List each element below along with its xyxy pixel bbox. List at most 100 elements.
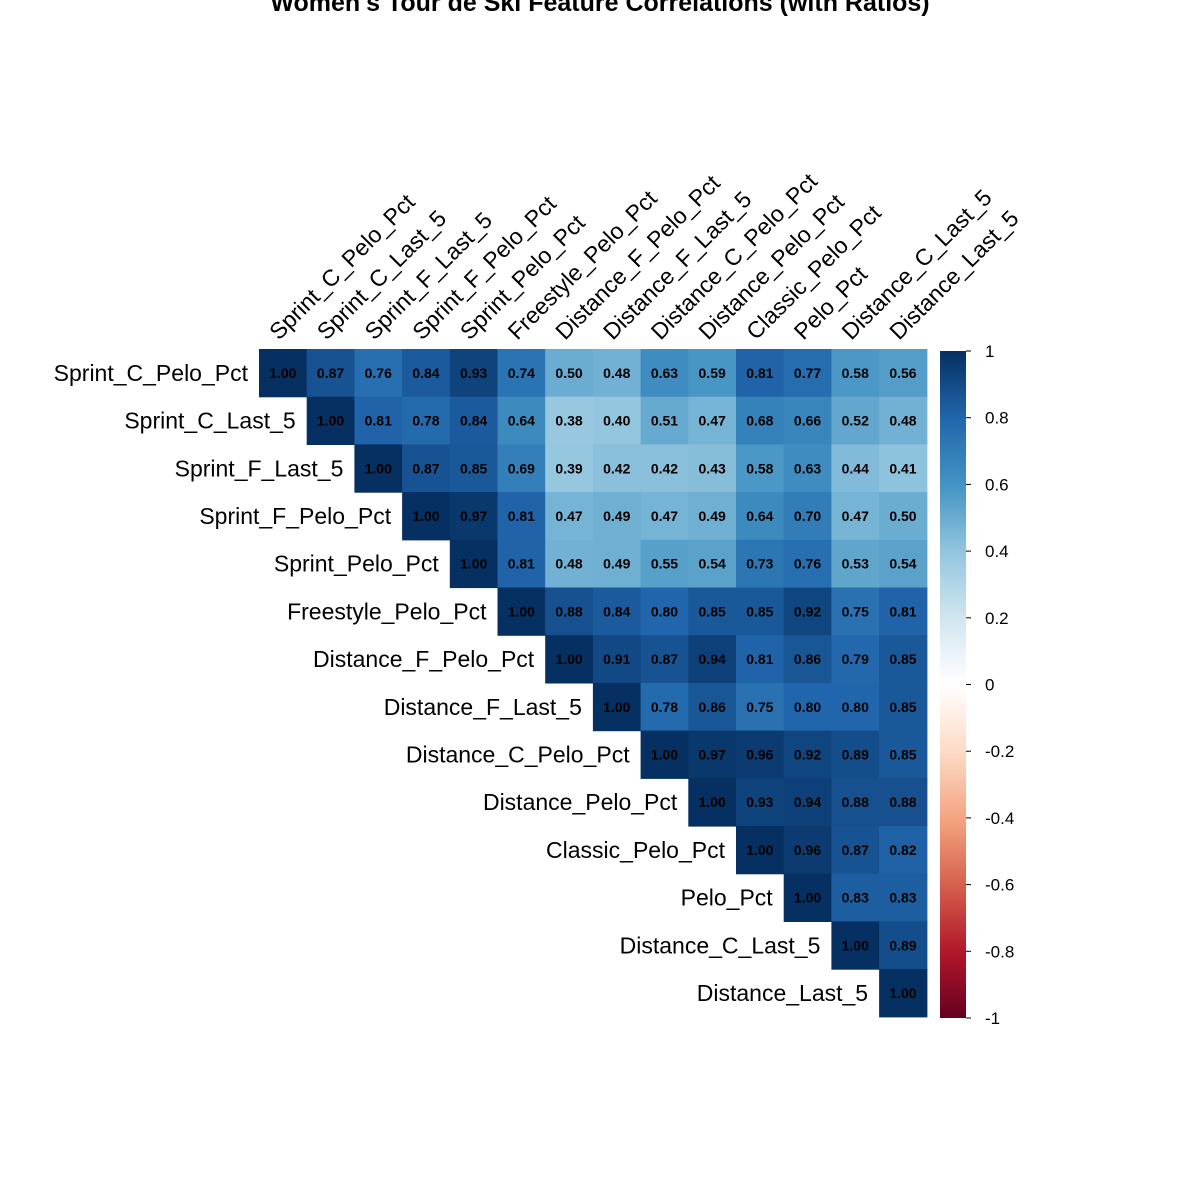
cell-value-label: 0.84 <box>412 365 439 381</box>
cell-value-label: 1.00 <box>317 413 344 429</box>
heatmap-cell <box>688 635 737 684</box>
heatmap-cell <box>354 396 403 445</box>
cell-value-label: 0.80 <box>651 603 678 619</box>
heatmap-cell <box>545 635 594 684</box>
cell-value-label: 0.85 <box>889 699 916 715</box>
cell-value-label: 0.83 <box>842 890 869 906</box>
cell-value-label: 0.80 <box>794 699 821 715</box>
row-label: Distance_C_Last_5 <box>620 932 821 958</box>
cell-value-label: 0.75 <box>842 603 869 619</box>
cell-value-label: 0.48 <box>603 365 630 381</box>
heatmap-cell <box>449 349 499 398</box>
cell-value-label: 0.87 <box>842 842 869 858</box>
cell-value-label: 0.81 <box>508 556 535 572</box>
row-label: Distance_F_Last_5 <box>384 694 582 720</box>
cell-value-label: 0.54 <box>889 556 916 572</box>
row-label: Sprint_C_Last_5 <box>124 408 295 434</box>
cell-value-label: 0.38 <box>555 413 582 429</box>
heatmap-cell <box>402 492 451 541</box>
cell-value-label: 1.00 <box>460 556 487 572</box>
heatmap-cell <box>783 492 832 541</box>
legend-ticks: 1 0.8 0.6 0.4 0.2 0 -0.2 -0.4 -0.6 -0.8 -1 <box>966 342 1014 1028</box>
legend-tick-label: -0.8 <box>985 942 1014 961</box>
row-label: Pelo_Pct <box>681 885 774 911</box>
cell-value-label: 0.92 <box>794 603 821 619</box>
heatmap-cell <box>592 635 642 684</box>
heatmap-cell <box>736 349 785 398</box>
heatmap-cell <box>688 492 737 541</box>
heatmap-cell <box>640 444 689 493</box>
cell-value-label: 0.84 <box>460 413 487 429</box>
chart-title: Women's Tour de Ski Feature Correlations… <box>270 0 929 17</box>
heatmap-cell <box>354 349 403 398</box>
heatmap-cell <box>736 492 785 541</box>
cell-value-label: 0.39 <box>555 460 582 476</box>
cell-value-label: 0.56 <box>889 365 916 381</box>
cell-value-label: 0.93 <box>746 794 773 810</box>
heatmap-cell <box>688 444 737 493</box>
cell-value-label: 0.47 <box>651 508 678 524</box>
heatmap-cell <box>736 682 785 732</box>
cell-value-label: 0.59 <box>699 365 726 381</box>
heatmap-cell <box>640 349 689 398</box>
cell-value-label: 1.00 <box>412 508 439 524</box>
cell-value-label: 0.58 <box>842 365 869 381</box>
cell-value-label: 0.81 <box>365 413 392 429</box>
heatmap-cell <box>640 682 689 732</box>
heatmap-cell <box>783 635 832 684</box>
heatmap-cell <box>831 778 880 827</box>
cell-value-label: 0.78 <box>412 413 439 429</box>
cell-value-label: 0.75 <box>746 699 773 715</box>
heatmap-cell <box>592 444 642 493</box>
legend-tick-label: -1 <box>985 1009 1000 1028</box>
cell-value-label: 0.49 <box>603 556 630 572</box>
cell-value-label: 0.47 <box>699 413 726 429</box>
heatmap-cell <box>402 396 451 445</box>
cell-value-label: 1.00 <box>365 460 392 476</box>
cell-value-label: 0.48 <box>889 413 916 429</box>
cell-value-label: 0.87 <box>317 365 344 381</box>
cell-value-label: 0.92 <box>794 746 821 762</box>
heatmap-cell <box>545 587 594 636</box>
heatmap-cell <box>831 539 880 589</box>
heatmap-cell <box>545 396 594 445</box>
cell-value-label: 1.00 <box>842 937 869 953</box>
heatmap-cell <box>688 396 737 445</box>
cell-value-label: 0.80 <box>842 699 869 715</box>
cell-value-label: 0.96 <box>746 746 773 762</box>
cell-value-label: 0.49 <box>603 508 630 524</box>
cell-value-label: 0.66 <box>794 413 821 429</box>
heatmap-cell <box>783 444 832 493</box>
heatmap-cell <box>402 444 451 493</box>
cell-value-label: 0.58 <box>746 460 773 476</box>
cell-value-label: 0.76 <box>365 365 392 381</box>
cell-value-label: 1.00 <box>794 890 821 906</box>
cell-value-label: 0.82 <box>889 842 916 858</box>
cell-value-label: 0.51 <box>651 413 678 429</box>
cell-value-label: 0.97 <box>460 508 487 524</box>
color-legend: 1 0.8 0.6 0.4 0.2 0 -0.2 -0.4 -0.6 -0.8 -1 <box>940 342 1014 1028</box>
cell-value-label: 0.55 <box>651 556 678 572</box>
cell-value-label: 0.86 <box>699 699 726 715</box>
heatmap-cell <box>879 539 928 589</box>
cell-value-label: 0.85 <box>889 651 916 667</box>
cell-value-label: 0.88 <box>842 794 869 810</box>
heatmap-cell <box>783 873 832 922</box>
heatmap-cell <box>831 587 880 636</box>
heatmap-cell <box>449 492 499 541</box>
cell-value-label: 0.87 <box>412 460 439 476</box>
heatmap-cell <box>783 587 832 636</box>
cell-value-label: 1.00 <box>555 651 582 667</box>
heatmap-cell <box>688 682 737 732</box>
cell-value-label: 0.73 <box>746 556 773 572</box>
cell-value-label: 0.78 <box>651 699 678 715</box>
heatmap-cell <box>879 969 928 1018</box>
heatmap-cell <box>402 349 451 398</box>
cell-value-label: 0.54 <box>699 556 726 572</box>
row-label: Classic_Pelo_Pct <box>546 837 726 863</box>
heatmap-cell <box>688 349 737 398</box>
heatmap-cell <box>497 349 546 398</box>
cell-value-label: 0.83 <box>889 890 916 906</box>
cell-value-label: 0.63 <box>794 460 821 476</box>
